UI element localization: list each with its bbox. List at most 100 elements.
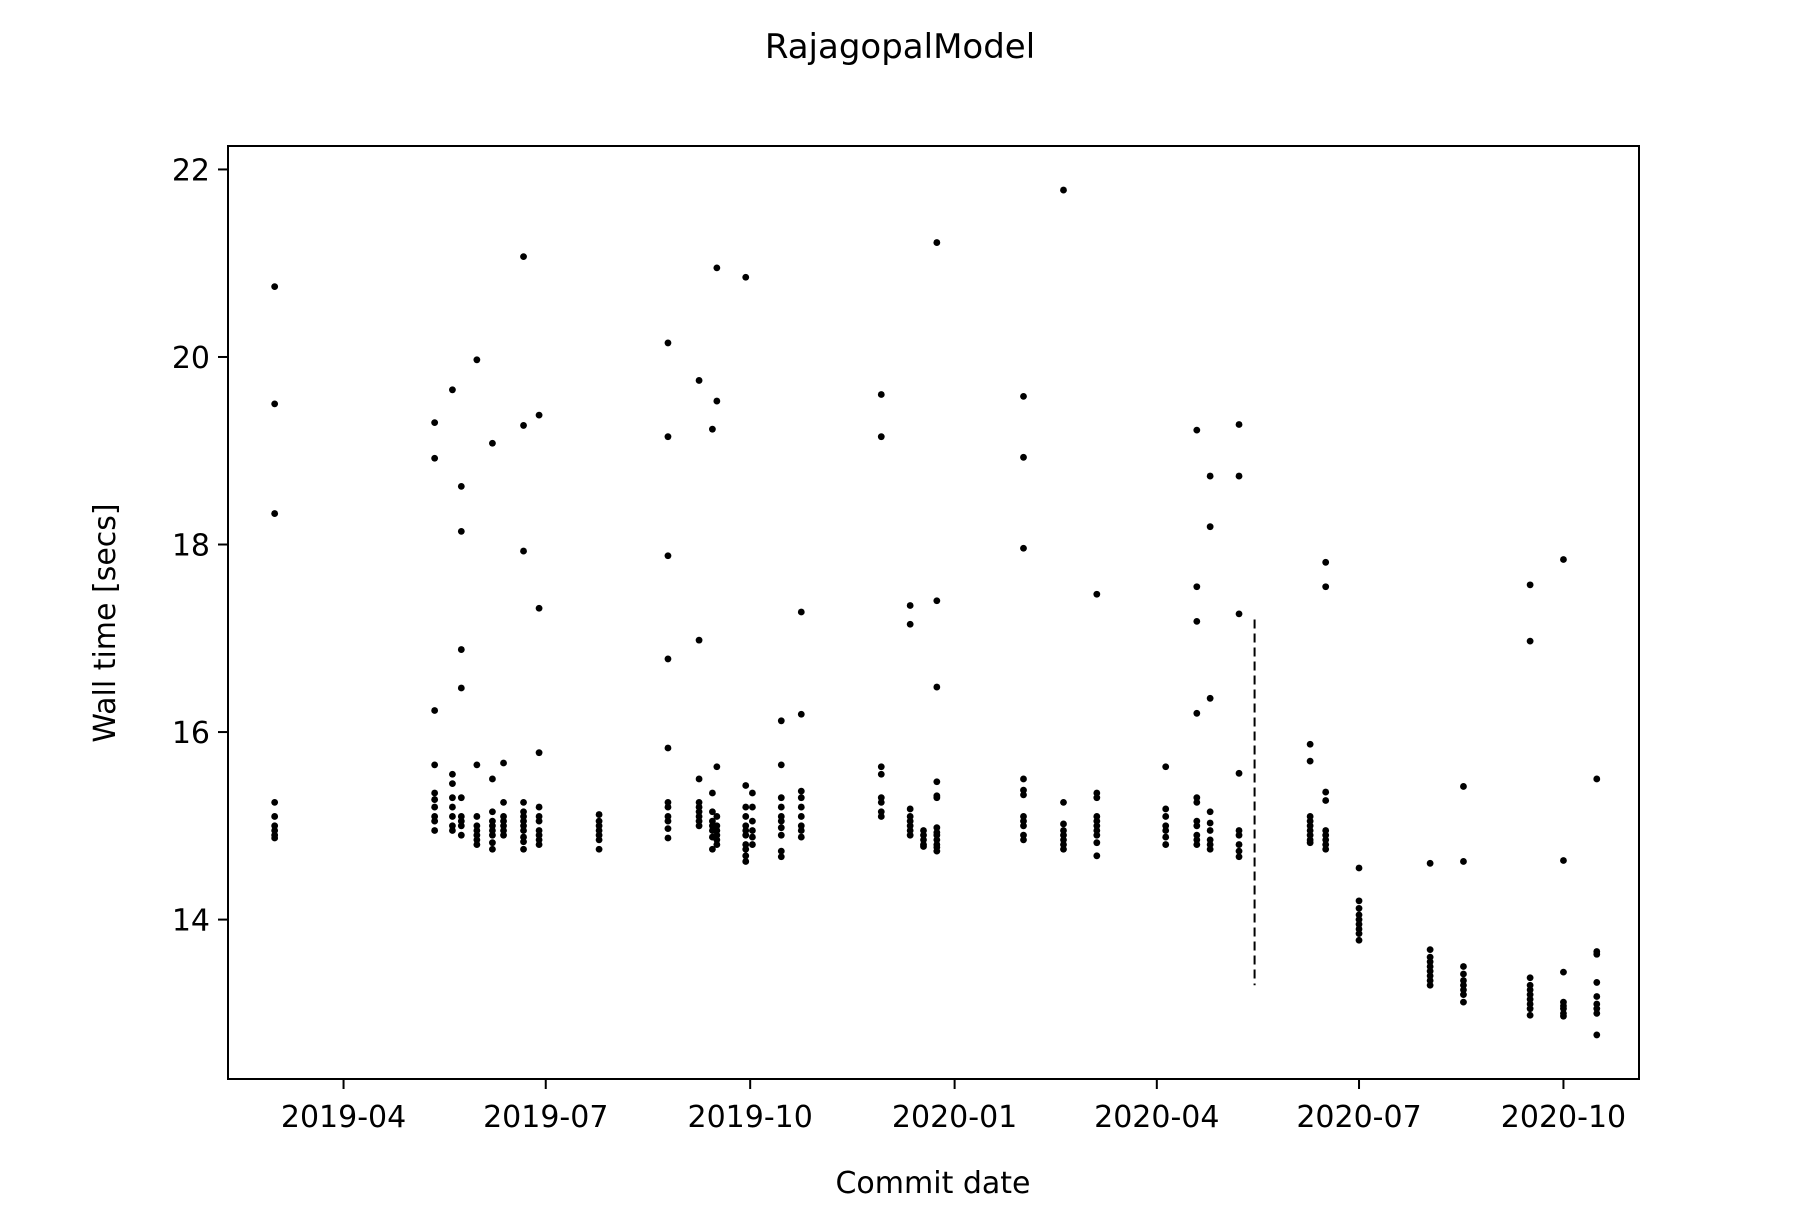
data-point: [1593, 1005, 1601, 1013]
data-point: [742, 845, 750, 853]
data-point: [797, 822, 805, 830]
data-point: [664, 552, 672, 560]
data-point: [1306, 822, 1314, 830]
data-point: [1020, 836, 1027, 844]
data-point: [1193, 841, 1201, 848]
data-point: [1593, 950, 1601, 958]
data-point: [1206, 472, 1214, 480]
data-point: [1526, 637, 1534, 645]
data-point: [713, 763, 721, 771]
data-point: [920, 836, 927, 844]
data-point: [449, 822, 456, 830]
data-point: [777, 803, 785, 811]
data-point: [713, 841, 721, 848]
data-point: [1526, 991, 1534, 999]
data-point: [1193, 836, 1201, 844]
data-point: [1526, 581, 1534, 589]
data-point: [1426, 967, 1434, 975]
data-point: [595, 822, 603, 830]
data-point: [1593, 993, 1601, 1000]
data-point: [271, 400, 279, 408]
data-point: [797, 813, 805, 820]
data-point: [709, 845, 716, 853]
data-point: [431, 827, 439, 834]
data-point: [520, 817, 527, 825]
data-point: [742, 858, 750, 865]
data-point: [271, 822, 279, 830]
data-point: [520, 422, 527, 429]
data-point: [906, 602, 914, 609]
data-point: [489, 827, 496, 834]
data-points: [271, 186, 1601, 1039]
data-point: [906, 620, 914, 628]
data-point: [271, 510, 279, 517]
data-point: [1355, 930, 1363, 938]
data-point: [1206, 523, 1214, 531]
data-point: [1322, 845, 1330, 853]
data-point: [431, 707, 439, 714]
data-point: [1020, 813, 1027, 820]
data-point: [1020, 392, 1027, 400]
data-point: [1526, 1011, 1534, 1019]
data-point: [535, 604, 543, 612]
data-point: [1206, 808, 1214, 816]
data-point: [1020, 786, 1027, 794]
data-point: [473, 761, 481, 769]
data-point: [1093, 813, 1101, 820]
data-point: [1020, 775, 1027, 783]
data-point: [1093, 817, 1101, 825]
data-point: [271, 798, 279, 806]
data-point: [500, 831, 507, 839]
data-point: [431, 813, 439, 820]
data-point: [595, 811, 603, 818]
data-point: [1322, 841, 1330, 848]
data-point: [877, 433, 885, 441]
data-point: [906, 822, 914, 830]
data-point: [1593, 1000, 1601, 1008]
data-point: [489, 822, 496, 830]
data-point: [1426, 981, 1434, 989]
data-point: [713, 827, 721, 834]
data-point: [457, 813, 465, 820]
data-point: [933, 831, 941, 839]
data-point: [1460, 977, 1467, 984]
data-point: [933, 836, 941, 844]
data-point: [457, 794, 465, 802]
data-point: [1235, 831, 1243, 839]
data-point: [797, 787, 805, 795]
data-point: [797, 710, 805, 718]
data-point: [595, 827, 603, 834]
data-point: [664, 813, 672, 820]
x-tick-label: 2020-04: [1094, 1100, 1219, 1135]
data-point: [1060, 798, 1067, 806]
data-point: [520, 827, 527, 834]
data-point: [1355, 925, 1363, 933]
data-point: [431, 796, 439, 803]
data-point: [906, 827, 914, 834]
data-point: [1322, 836, 1330, 844]
data-point: [1322, 583, 1330, 591]
data-point: [1306, 831, 1314, 839]
data-point: [1206, 694, 1214, 702]
data-point: [777, 847, 785, 855]
data-point: [1426, 953, 1434, 961]
data-point: [1162, 822, 1170, 830]
data-point: [595, 845, 603, 853]
data-point: [709, 817, 716, 825]
data-point: [742, 273, 750, 281]
data-point: [1206, 836, 1214, 844]
data-point: [777, 813, 785, 820]
data-point: [1560, 857, 1567, 864]
data-point: [457, 482, 465, 490]
data-point: [1322, 827, 1330, 834]
data-point: [1426, 972, 1434, 980]
data-point: [489, 831, 496, 839]
data-point: [906, 817, 914, 825]
data-point: [920, 831, 927, 839]
data-point: [933, 778, 941, 786]
data-point: [473, 356, 481, 364]
data-point: [1206, 845, 1214, 853]
data-point: [1560, 556, 1567, 563]
data-point: [1193, 822, 1201, 830]
